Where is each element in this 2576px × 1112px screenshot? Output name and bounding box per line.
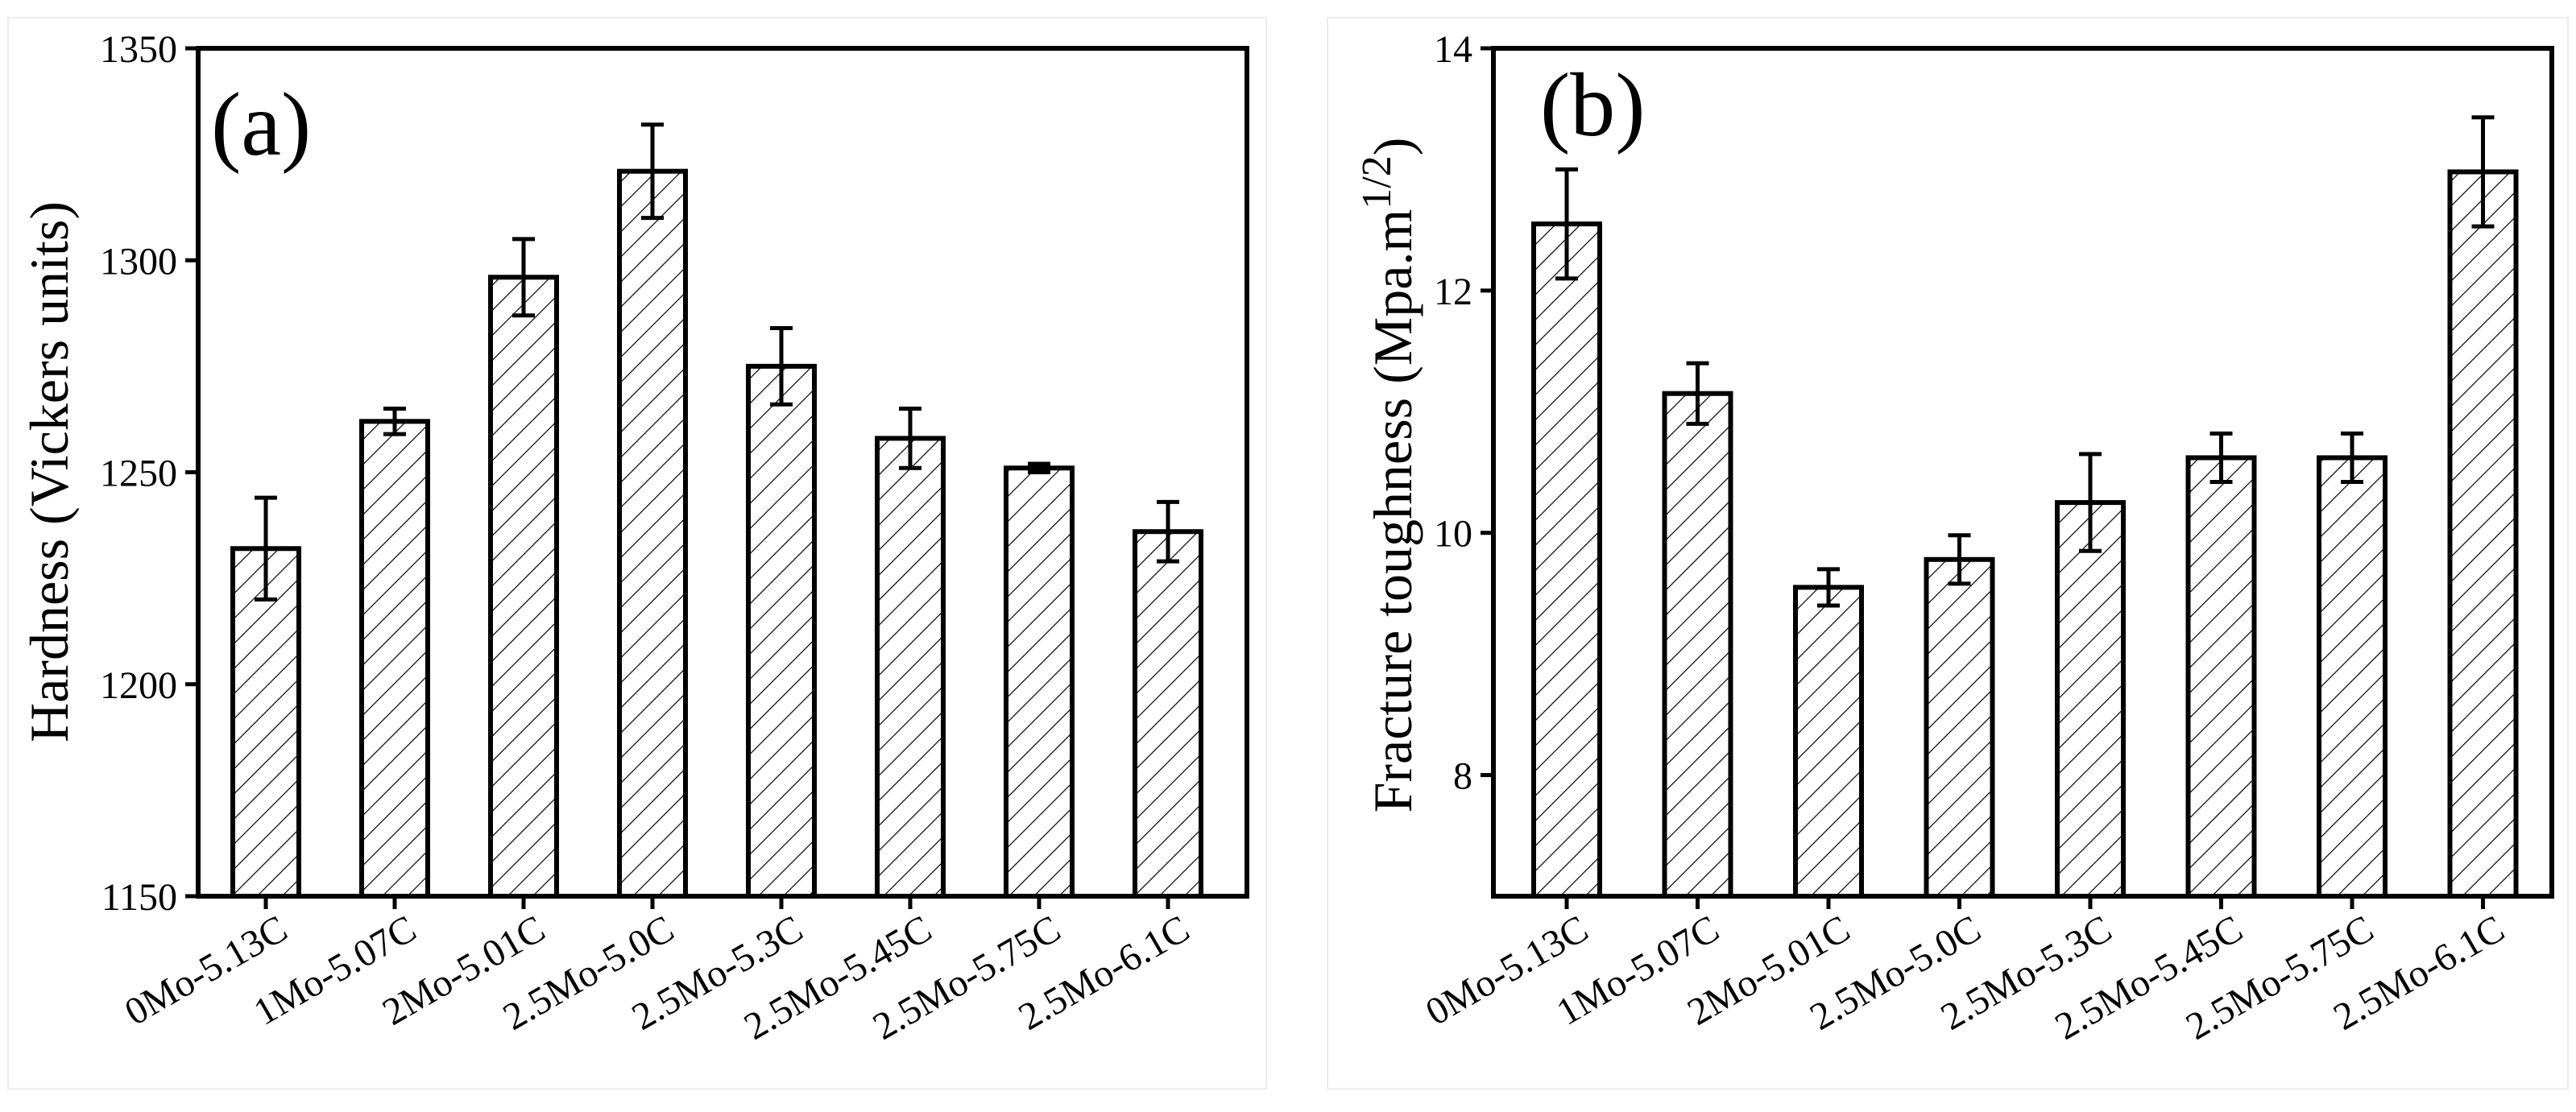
bar-2.5Mo-5.75C: [1004, 465, 1075, 899]
error-bar-2.5Mo-5.45C: [2209, 431, 2233, 485]
bar-1Mo-5.07C: [359, 419, 430, 899]
error-bar-2.5Mo-5.45C: [899, 407, 921, 470]
panel-b-y-ticks: 8 10 12 14: [1434, 28, 1493, 798]
bar-2.5Mo-5.75C: [2317, 455, 2388, 899]
panel-b-y-axis-title-close: ): [1362, 138, 1423, 156]
error-bar-0Mo-5.13C: [255, 495, 277, 601]
error-bar-2.5Mo-6.1C: [1157, 499, 1179, 564]
panel-b-error-bars: [1555, 115, 2495, 608]
error-bar-2.5Mo-6.1C: [2471, 115, 2495, 229]
error-bar-2.5Mo-5.75C: [1028, 461, 1050, 474]
bar-2.5Mo-5.0C: [1924, 556, 1995, 899]
y-tick-label: 1250: [100, 453, 177, 495]
error-bar-2.5Mo-5.0C: [1948, 533, 1971, 586]
error-bar-2.5Mo-5.3C: [2079, 452, 2102, 553]
bar-2.5Mo-6.1C: [2447, 169, 2519, 899]
panel-b-y-axis-title: Fracture toughness (Mpa.m1/2): [1354, 138, 1423, 813]
error-bar-1Mo-5.07C: [383, 407, 406, 436]
error-bar-2.5Mo-5.75C: [2341, 431, 2363, 485]
error-bar-0Mo-5.13C: [1555, 167, 1578, 281]
bar-2.5Mo-5.3C: [2055, 500, 2126, 899]
error-bar-2Mo-5.01C: [1817, 567, 1840, 608]
error-bar-2.5Mo-5.3C: [770, 325, 793, 407]
bar-2.5Mo-5.3C: [746, 363, 817, 899]
y-tick-label: 1200: [100, 664, 177, 707]
bar-2.5Mo-6.1C: [1133, 529, 1203, 899]
y-tick-label: 1350: [100, 28, 177, 71]
error-bar-1Mo-5.07C: [1686, 361, 1709, 426]
y-tick-label: 10: [1434, 513, 1472, 556]
error-bar-2Mo-5.01C: [512, 237, 535, 318]
panel-b-y-axis-title-superscript: 1/2: [1354, 155, 1400, 209]
bar-2Mo-5.01C: [1793, 585, 1864, 899]
y-tick-label: 14: [1434, 28, 1472, 71]
y-tick-label: 12: [1434, 271, 1472, 313]
y-tick-label: 1300: [100, 240, 177, 283]
panel-a-error-bars: [255, 122, 1179, 601]
bar-1Mo-5.07C: [1662, 391, 1733, 899]
bar-2.5Mo-5.45C: [875, 436, 946, 899]
y-tick-label: 8: [1453, 755, 1472, 798]
bar-2.5Mo-5.0C: [617, 168, 688, 899]
panel-a-y-axis-title: Hardness (Vickers units): [19, 201, 80, 742]
panel-b-plot-frame: [1491, 46, 2554, 899]
panel-b-label: (b): [1540, 56, 1646, 155]
panel-a-y-ticks: 1150 1200 1250 1300 1350: [100, 28, 198, 919]
bar-2.5Mo-5.45C: [2185, 455, 2257, 899]
bar-2Mo-5.01C: [488, 275, 559, 899]
panel-b-y-axis-title-main: Fracture toughness (Mpa.m: [1362, 209, 1423, 813]
y-tick-label: 1150: [101, 876, 177, 919]
panel-a-x-ticks: [263, 896, 1170, 909]
panel-b-x-ticks: [1564, 896, 2485, 909]
panel-a-label: (a): [211, 75, 311, 175]
error-bar-2.5Mo-5.0C: [641, 122, 664, 221]
bar-0Mo-5.13C: [1531, 221, 1602, 899]
